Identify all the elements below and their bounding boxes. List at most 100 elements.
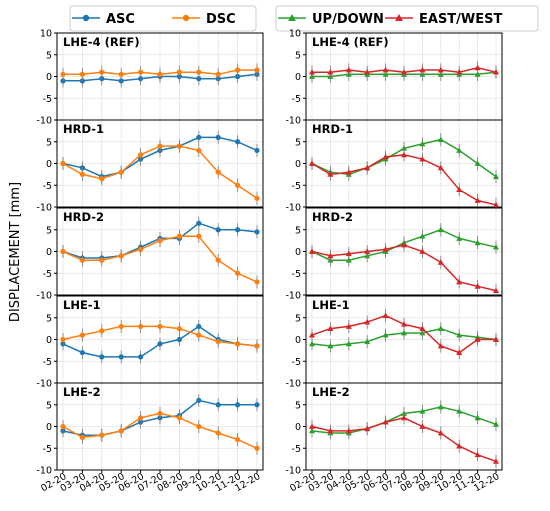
data-point — [327, 252, 334, 259]
data-point — [309, 340, 315, 347]
data-point — [419, 233, 426, 239]
data-point — [196, 147, 202, 154]
data-point — [176, 336, 182, 343]
data-point — [456, 235, 463, 241]
data-point — [345, 427, 352, 434]
data-point — [235, 182, 241, 188]
data-point — [437, 325, 444, 332]
y-tick-label: 5 — [295, 313, 301, 324]
y-tick-label: -10 — [285, 291, 301, 302]
data-point — [196, 69, 202, 75]
y-tick-label: 0 — [46, 159, 52, 170]
y-tick-label: 5 — [46, 225, 52, 236]
panel-title: LHE-1 — [312, 298, 350, 312]
data-point — [79, 332, 85, 338]
data-point — [157, 341, 163, 347]
data-point — [79, 257, 85, 263]
y-tick-label: 0 — [295, 247, 301, 258]
data-point — [254, 147, 260, 154]
data-point — [437, 403, 444, 410]
y-tick-label: 5 — [46, 313, 52, 324]
y-tick-label: 0 — [295, 335, 301, 346]
y-tick-label: 0 — [46, 247, 52, 258]
y-tick-label: -5 — [43, 357, 52, 368]
data-point — [345, 340, 352, 347]
data-point — [364, 318, 371, 325]
data-point — [235, 227, 241, 233]
data-point — [437, 429, 444, 436]
y-tick-label: -5 — [43, 181, 52, 192]
data-point — [382, 153, 389, 160]
y-tick-label: 10 — [40, 29, 52, 40]
data-point — [118, 354, 124, 360]
series-east-west — [309, 411, 499, 468]
data-point — [99, 69, 105, 75]
data-point — [345, 169, 352, 175]
data-point — [215, 430, 221, 436]
data-point — [493, 287, 499, 294]
data-point — [138, 415, 144, 421]
data-point — [235, 270, 241, 276]
data-point — [118, 169, 124, 175]
data-point — [419, 325, 426, 332]
data-point — [196, 332, 202, 338]
y-tick-label: 5 — [295, 225, 301, 236]
data-point — [437, 226, 444, 233]
data-point — [401, 68, 407, 75]
data-point — [419, 155, 426, 162]
y-tick-label: 0 — [295, 159, 301, 170]
y-tick-label: 10 — [289, 29, 301, 40]
data-point — [176, 143, 182, 149]
data-point — [456, 442, 463, 449]
legend-label: DSC — [206, 12, 236, 27]
data-point — [99, 257, 105, 263]
data-point — [474, 336, 481, 342]
panel-title: HRD-1 — [312, 122, 353, 136]
data-point — [401, 145, 407, 151]
data-point — [157, 238, 163, 244]
data-point — [364, 248, 371, 254]
y-tick-label: -5 — [292, 269, 301, 280]
data-point — [176, 326, 182, 332]
panels-layer: 10 5 0 -5 -10 LHE-4 (REF) 5 0 -5 -10 HRD-1 5 0 -5 -10 H… — [36, 29, 503, 494]
legend-frame — [69, 5, 257, 32]
y-tick-label: 0 — [46, 335, 52, 346]
panel-title: LHE-4 (REF) — [312, 35, 389, 49]
data-point — [382, 312, 389, 318]
legend-label: ASC — [106, 12, 135, 27]
data-point — [254, 445, 260, 451]
data-point — [382, 246, 389, 252]
data-point — [437, 342, 444, 349]
series-dsc — [60, 319, 260, 353]
data-point — [456, 278, 463, 285]
panel-title: LHE-2 — [312, 385, 350, 399]
panel-left-4: 50-5-10LHE-202-2003-2004-2005-2006-2007-… — [36, 382, 264, 494]
data-point — [456, 408, 463, 414]
data-point — [456, 331, 463, 338]
y-tick-label: 0 — [295, 72, 301, 83]
data-point — [401, 241, 407, 248]
data-point — [196, 423, 202, 430]
data-point — [138, 323, 144, 330]
data-point — [493, 336, 499, 342]
y-tick-label: -10 — [36, 379, 52, 390]
y-tick-label: 5 — [295, 137, 301, 148]
data-point — [196, 220, 202, 226]
data-point — [345, 323, 352, 329]
legend-marker — [182, 14, 190, 22]
data-point — [474, 283, 481, 289]
data-point — [309, 68, 315, 75]
data-point — [215, 339, 221, 345]
data-point — [138, 246, 144, 252]
data-point — [235, 67, 241, 73]
data-point — [493, 173, 499, 179]
data-point — [437, 259, 444, 265]
y-tick-label: -10 — [285, 116, 301, 127]
data-point — [254, 195, 260, 201]
panel-title: HRD-2 — [312, 210, 353, 224]
y-tick-label: 0 — [295, 422, 301, 433]
y-tick-label: 0 — [46, 422, 52, 433]
data-point — [382, 418, 389, 425]
series-east-west — [309, 238, 499, 298]
